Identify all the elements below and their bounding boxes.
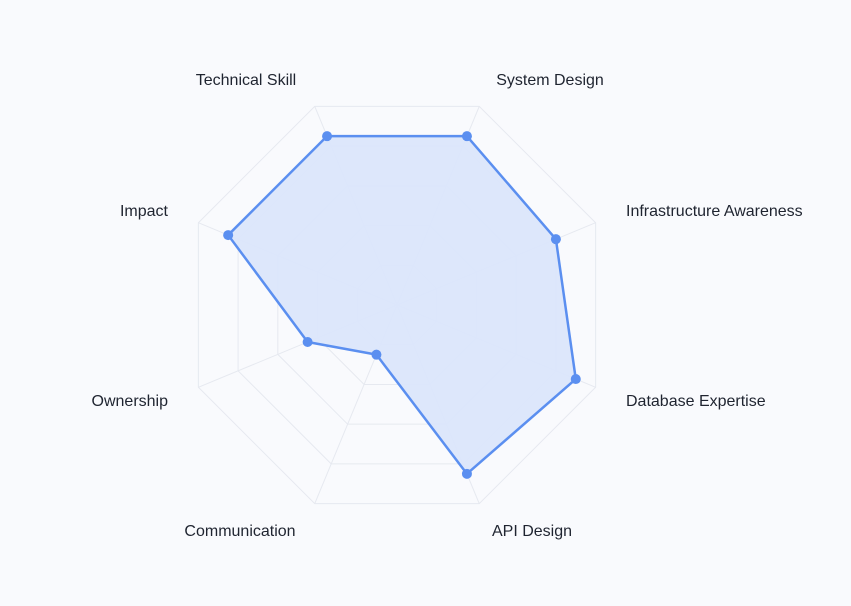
axis-label-infrastructure-awareness: Infrastructure Awareness [626,203,803,220]
data-point[interactable] [371,349,382,360]
axis-label-ownership: Ownership [92,393,169,410]
data-point[interactable] [302,337,313,348]
data-point[interactable] [461,468,472,479]
axis-label-system-design: System Design [496,72,604,89]
axis-label-database-expertise: Database Expertise [626,393,766,410]
axis-label-technical-skill: Technical Skill [196,72,296,89]
series-area [226,134,578,476]
data-point[interactable] [461,131,472,142]
axis-label-api-design: API Design [492,523,572,540]
data-point[interactable] [550,234,561,245]
axis-label-communication: Communication [184,523,295,540]
axis-label-impact: Impact [120,203,169,220]
axis-labels: Technical Skill System Design Infrastruc… [92,72,803,540]
data-point[interactable] [322,131,333,142]
data-point[interactable] [570,374,581,385]
data-point[interactable] [223,230,234,241]
radar-series [223,131,581,479]
